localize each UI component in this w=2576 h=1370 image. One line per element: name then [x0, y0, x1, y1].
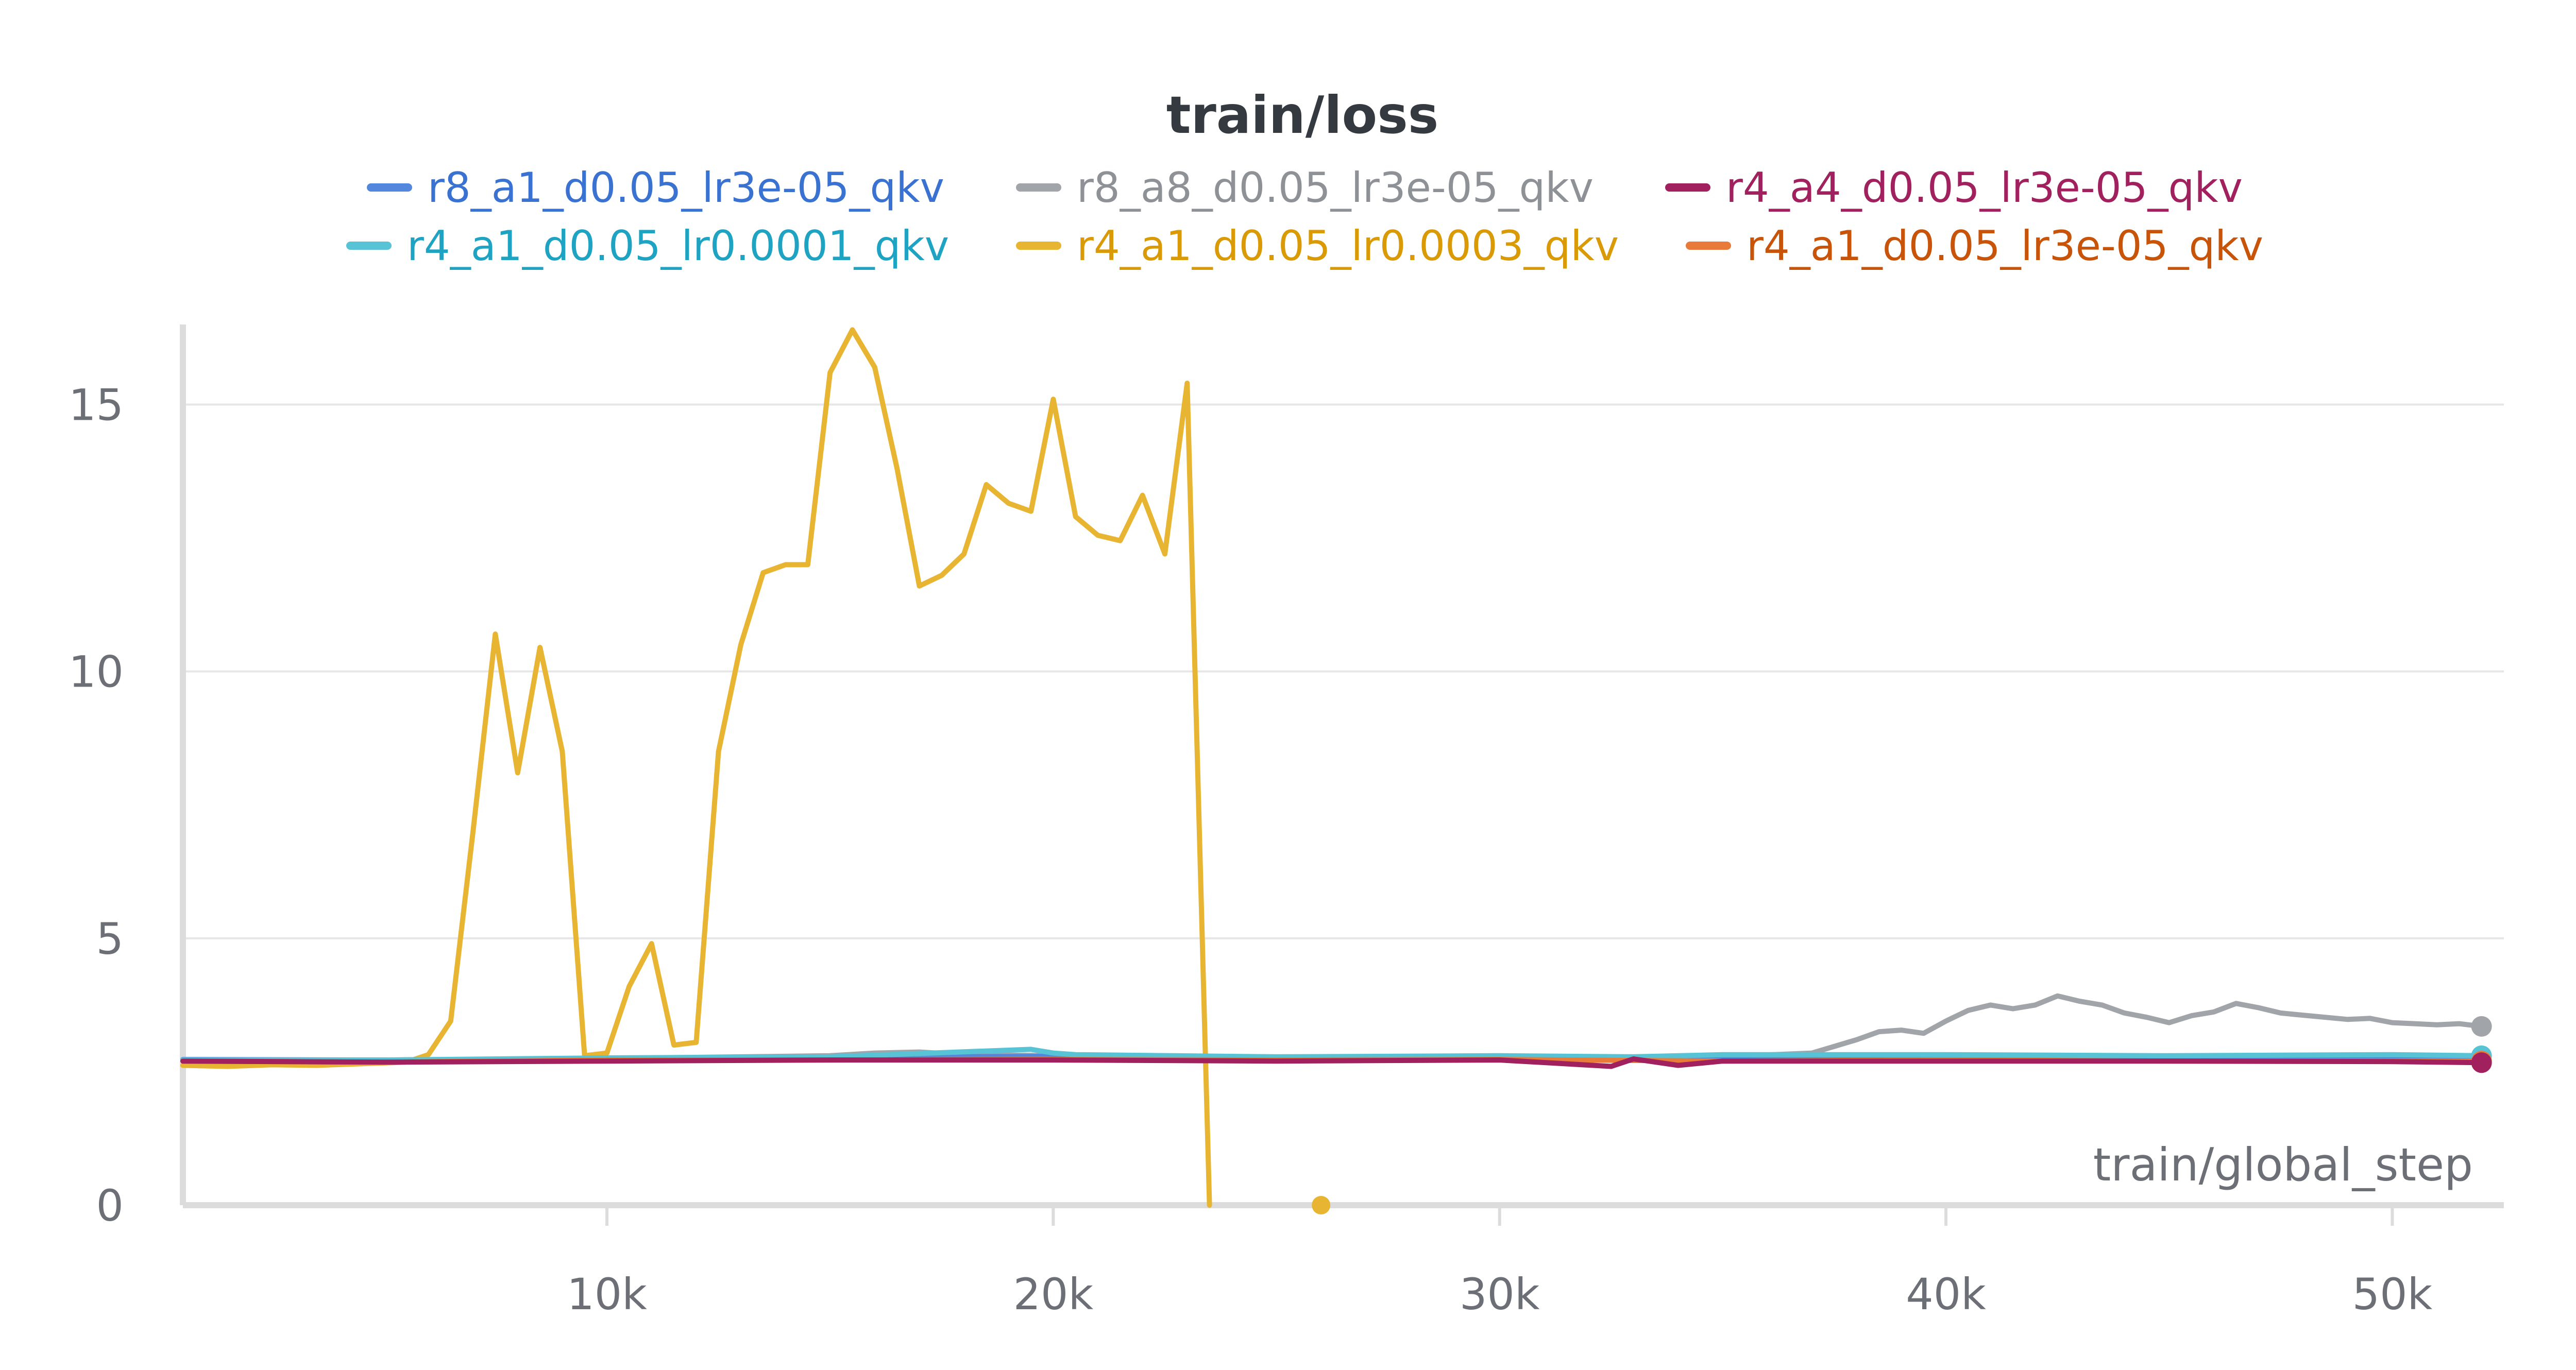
legend-item-r8_a8_d0.05_lr3e-05_qkv[interactable]: r8_a8_d0.05_lr3e-05_qkv	[1016, 164, 1594, 212]
legend-item-r4_a1_d0.05_lr0.0003_qkv[interactable]: r4_a1_d0.05_lr0.0003_qkv	[1016, 222, 1619, 270]
series-line-r4_a1_d0.05_lr0.0003_qkv	[180, 327, 1212, 1208]
legend-item-r8_a1_d0.05_lr3e-05_qkv[interactable]: r8_a1_d0.05_lr3e-05_qkv	[367, 164, 944, 212]
legend-item-r4_a1_d0.05_lr3e-05_qkv[interactable]: r4_a1_d0.05_lr3e-05_qkv	[1686, 222, 2263, 270]
series-layer	[180, 327, 2492, 1214]
legend-label: r4_a1_d0.05_lr0.0001_qkv	[407, 222, 949, 270]
legend-item-r4_a1_d0.05_lr0.0001_qkv[interactable]: r4_a1_d0.05_lr0.0001_qkv	[346, 222, 949, 270]
series-end-point-r8_a8_d0.05_lr3e-05_qkv	[2471, 1016, 2492, 1037]
series-line-r4_a4_d0.05_lr3e-05_qkv	[180, 1056, 2484, 1069]
legend-item-r4_a4_d0.05_lr3e-05_qkv[interactable]: r4_a4_d0.05_lr3e-05_qkv	[1665, 164, 2243, 212]
legend-label: r4_a4_d0.05_lr3e-05_qkv	[1726, 164, 2243, 212]
x-tick-label: 20k	[1013, 1269, 1094, 1320]
x-tick-label: 40k	[1906, 1269, 1986, 1320]
grid	[183, 403, 2504, 939]
chart-title: train/loss	[1166, 85, 1439, 145]
x-tick-label: 30k	[1460, 1269, 1540, 1320]
series-point-r4_a1_d0.05_lr0.0003_qkv	[1312, 1196, 1331, 1214]
legend-label: r8_a1_d0.05_lr3e-05_qkv	[428, 164, 944, 212]
legend-label: r8_a8_d0.05_lr3e-05_qkv	[1077, 164, 1594, 212]
tick-labels: 0 5 10 15 10k 20k 30k 40k 50k	[69, 380, 2432, 1320]
y-tick-label: 5	[96, 914, 124, 964]
legend-label: r4_a1_d0.05_lr0.0003_qkv	[1077, 222, 1619, 270]
series-end-point-r4_a4_d0.05_lr3e-05_qkv	[2471, 1052, 2492, 1073]
y-tick-label: 15	[69, 380, 124, 430]
y-tick-label: 0	[96, 1180, 124, 1231]
x-tick-label: 50k	[2352, 1269, 2433, 1320]
legend-label: r4_a1_d0.05_lr3e-05_qkv	[1747, 222, 2263, 270]
y-tick-label: 10	[69, 647, 124, 697]
x-axis-label: train/global_step	[2093, 1138, 2473, 1191]
axes	[180, 324, 2504, 1226]
series-line-r8_a8_d0.05_lr3e-05_qkv	[180, 993, 2484, 1063]
x-tick-label: 10k	[567, 1269, 647, 1320]
legend: r8_a1_d0.05_lr3e-05_qkv r8_a8_d0.05_lr3e-…	[346, 164, 2263, 270]
